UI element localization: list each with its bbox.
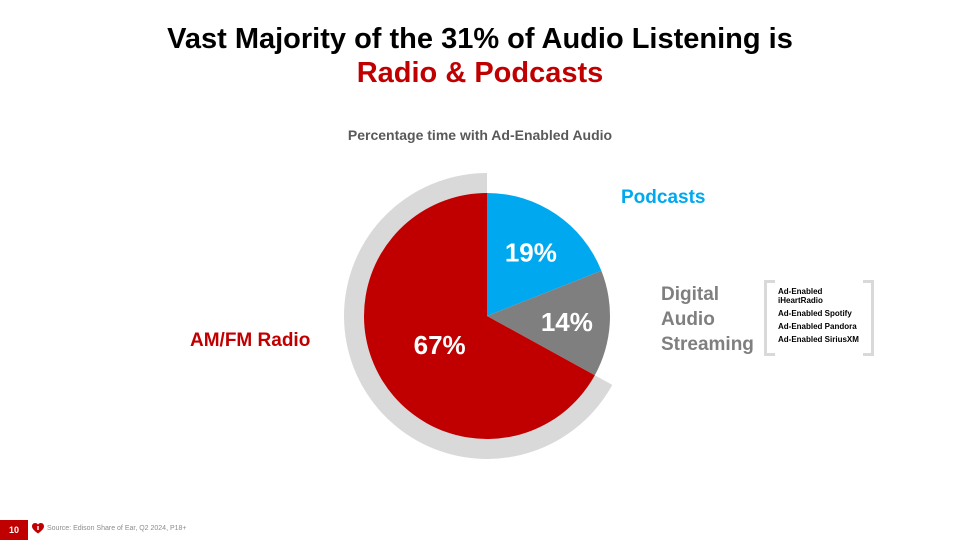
platform-item: Ad-Enabled SiriusXM (778, 335, 859, 344)
title-line-2: Radio & Podcasts (356, 57, 604, 89)
platform-item: Ad-Enabled Pandora (778, 322, 857, 331)
digital-label-line-2: Audio (661, 309, 715, 330)
amfm-radio-label: AM/FM Radio (190, 330, 311, 351)
bracket-left (764, 280, 775, 356)
platform-bracket: Ad-Enabled iHeartRadio Ad-Enabled Spotif… (764, 280, 874, 356)
slice-value-label: 19% (505, 237, 557, 267)
pie-slice-digital-audio-streaming (487, 270, 610, 376)
chart-title: Percentage time with Ad-Enabled Audio (347, 127, 613, 143)
pie-slice-podcasts (487, 193, 602, 316)
title-line-1: Vast Majority of the 31% of Audio Listen… (167, 23, 793, 55)
slide-title: Vast Majority of the 31% of Audio Listen… (0, 22, 960, 90)
pie-slice-am-fm-radio (364, 193, 595, 439)
platform-list: Ad-Enabled iHeartRadio Ad-Enabled Spotif… (778, 287, 866, 348)
digital-label-line-1: Digital (661, 284, 720, 305)
platform-item: Ad-Enabled iHeartRadio (778, 287, 823, 305)
source-note: Source: Edison Share of Ear, Q2 2024, P1… (47, 525, 187, 532)
page-number: 10 (0, 520, 28, 540)
podcasts-label: Podcasts (621, 187, 706, 208)
iheart-logo-icon (32, 523, 44, 534)
bracket-right (863, 280, 874, 356)
slice-value-label: 67% (414, 330, 466, 360)
pie-slice-labels: 19% 14% 67% (414, 237, 593, 360)
digital-label-line-3: Streaming (661, 334, 754, 355)
platform-item: Ad-Enabled Spotify (778, 309, 852, 318)
slice-value-label: 14% (541, 307, 593, 337)
pie-slices (364, 193, 610, 439)
digital-audio-streaming-label: Digital Audio Streaming (661, 282, 754, 357)
